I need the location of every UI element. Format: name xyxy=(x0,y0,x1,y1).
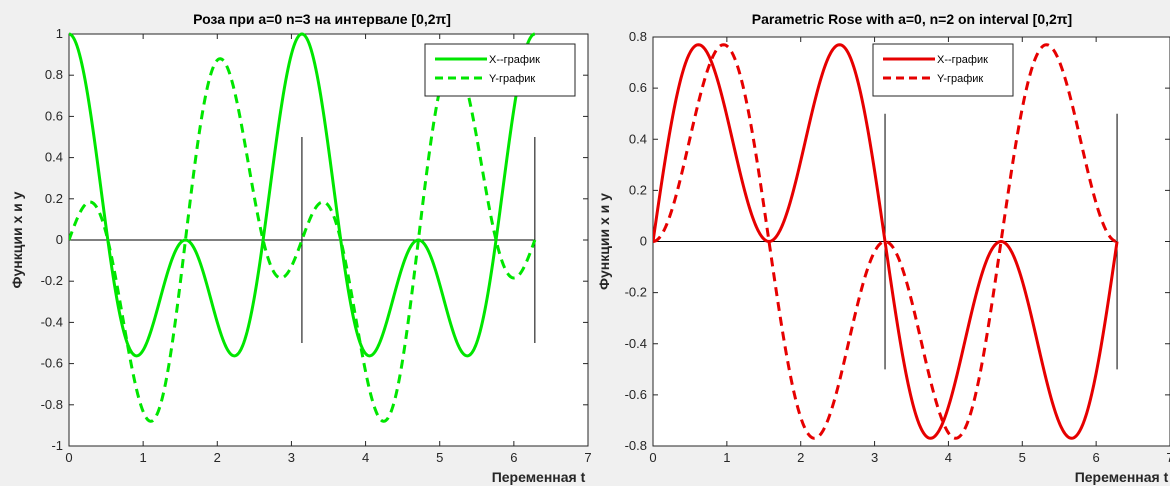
chart-rose-n3: 0 1 2 3 4 5 6 7 -1 -0.8 -0.6 -0.4 -0.2 0 0.2 0.4 0.6 0.8 1… xyxy=(9,11,592,485)
y-tick-label: -0.8 xyxy=(41,397,63,412)
x-tick-label: 6 xyxy=(1093,450,1100,465)
y-tick-label: 0.4 xyxy=(629,131,647,146)
x-tick-label: 6 xyxy=(510,450,517,465)
y-tick-label: 0.2 xyxy=(45,191,63,206)
y-tick-label: -0.4 xyxy=(41,314,63,329)
series-line-x xyxy=(653,43,1119,440)
chart-rose-n2: 0 1 2 3 4 5 6 7 -0.8 -0.6 -0.4 -0.2 0 0.2 0.4 0.6 0.8 Par… xyxy=(596,11,1170,485)
x-tick-label: 7 xyxy=(584,450,591,465)
chart-title: Роза при a=0 n=3 на интервале [0,2π] xyxy=(193,11,451,27)
x-tick-label: 4 xyxy=(362,450,369,465)
x-tick-label: 3 xyxy=(288,450,295,465)
y-tick-label: 0.6 xyxy=(45,108,63,123)
legend-label: X--график xyxy=(489,54,540,66)
x-tick-label: 7 xyxy=(1166,450,1170,465)
y-tick-label: 0.6 xyxy=(629,80,647,95)
y-axis-label: Функции x и y xyxy=(9,191,25,288)
chart-title: Parametric Rose with a=0, n=2 on interva… xyxy=(752,11,1072,27)
legend-box xyxy=(872,43,1014,97)
x-tick-label: 2 xyxy=(214,450,221,465)
legend: X--график Y-график xyxy=(424,43,576,97)
series-group xyxy=(653,43,1119,440)
x-tick-label: 4 xyxy=(945,450,952,465)
y-tick-label: 0 xyxy=(640,234,647,249)
x-tick-label: 2 xyxy=(797,450,804,465)
x-axis-label: Переменная t xyxy=(1075,469,1169,485)
y-tick-label: -0.4 xyxy=(625,336,647,351)
y-axis-label: Функции x и y xyxy=(596,193,612,290)
x-tick-label: 1 xyxy=(723,450,730,465)
x-tick-label: 5 xyxy=(436,450,443,465)
y-tick-label: -0.8 xyxy=(625,438,647,453)
y-tick-label: 0 xyxy=(56,232,63,247)
y-tick-label: 0.8 xyxy=(45,67,63,82)
y-tick-label: 0.8 xyxy=(629,29,647,44)
x-axis-label: Переменная t xyxy=(492,469,586,485)
x-tick-label: 1 xyxy=(140,450,147,465)
legend-box xyxy=(424,43,576,97)
x-tick-label: 3 xyxy=(871,450,878,465)
y-tick-label: -0.2 xyxy=(41,273,63,288)
y-tick-label: 0.2 xyxy=(629,182,647,197)
x-tick-label: 0 xyxy=(65,450,72,465)
y-tick-label: 0.4 xyxy=(45,150,63,165)
y-tick-label: 1 xyxy=(56,26,63,41)
legend: X--график Y-график xyxy=(872,43,1014,97)
x-tick-label: 5 xyxy=(1019,450,1026,465)
y-tick-label: -1 xyxy=(51,438,63,453)
y-tick-label: -0.2 xyxy=(625,285,647,300)
y-tick-label: -0.6 xyxy=(41,356,63,371)
x-tick-label: 0 xyxy=(649,450,656,465)
y-tick-label: -0.6 xyxy=(625,387,647,402)
legend-label: Y-график xyxy=(489,73,535,85)
series-line-x xyxy=(69,32,536,358)
legend-label: X--график xyxy=(937,54,988,66)
legend-label: Y-график xyxy=(937,73,983,85)
